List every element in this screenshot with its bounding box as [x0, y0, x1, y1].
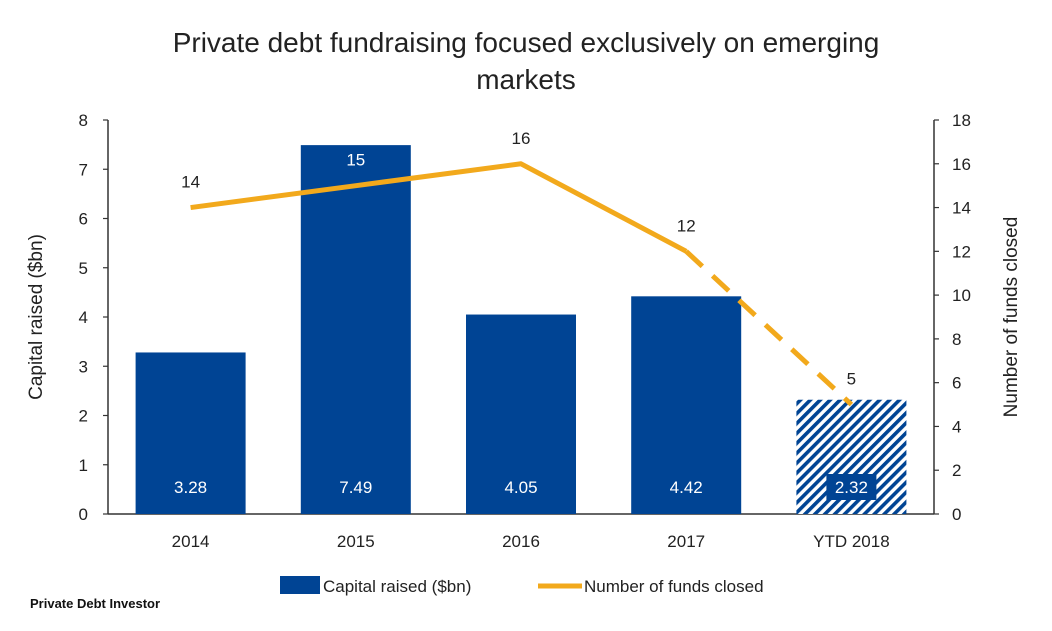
line-data-label: 12: [677, 216, 696, 235]
line-series: [190, 161, 854, 407]
y2-axis-title: Number of funds closed: [1001, 217, 1022, 418]
chart-title: Private debt fundraising focused exclusi…: [173, 27, 880, 95]
line-data-label: 14: [181, 173, 200, 192]
x-tick-label: 2014: [172, 532, 210, 551]
bar-label-background: [826, 474, 877, 500]
y2-tick-label: 0: [952, 505, 961, 524]
x-tick-label: 2015: [337, 532, 375, 551]
y2-tick-label: 4: [952, 417, 961, 436]
x-tick-label: YTD 2018: [813, 532, 890, 551]
bar-data-label: 2.32: [835, 478, 868, 497]
y2-tick-label: 6: [952, 374, 961, 393]
y2-tick-label: 8: [952, 330, 961, 349]
legend-label-line: Number of funds closed: [584, 577, 764, 596]
line-series-solid: [190, 161, 688, 254]
y-tick-label: 2: [79, 407, 88, 426]
legend: Capital raised ($bn) Number of funds clos…: [280, 576, 764, 596]
legend-label-bar: Capital raised ($bn): [323, 577, 471, 596]
y2-tick-label: 10: [952, 286, 971, 305]
chart-title-line: markets: [476, 64, 576, 95]
y2-tick-label: 14: [952, 199, 971, 218]
line-data-label: 5: [847, 370, 856, 389]
y-tick-label: 3: [79, 357, 88, 376]
y-tick-label: 6: [79, 210, 88, 229]
y2-tick-label: 18: [952, 111, 971, 130]
y-axis-title: Capital raised ($bn): [26, 234, 47, 400]
y-tick-label: 1: [79, 456, 88, 475]
y-tick-label: 7: [79, 160, 88, 179]
bar-data-label: 4.42: [670, 478, 703, 497]
chart-title-line: Private debt fundraising focused exclusi…: [173, 27, 880, 58]
y-tick-label: 0: [79, 505, 88, 524]
line-data-label: 15: [346, 151, 365, 170]
bar: [466, 314, 576, 514]
bar-series: [135, 145, 907, 514]
legend-swatch-bar: [280, 576, 320, 594]
y2-tick-label: 2: [952, 461, 961, 480]
x-tick-label: 2016: [502, 532, 540, 551]
bar: [631, 296, 742, 514]
y2-tick-label: 16: [952, 155, 971, 174]
x-tick-label: 2017: [667, 532, 705, 551]
bar-data-label: 7.49: [339, 478, 372, 497]
bar-data-label: 4.05: [504, 478, 537, 497]
bar-data-label: 3.28: [174, 478, 207, 497]
data-labels: 3.28 7.49 4.05 4.42 2.32 14 15 16 12 5: [174, 129, 877, 500]
bar: [300, 145, 411, 514]
line-series-dashed: [684, 249, 854, 407]
line-data-label: 16: [512, 129, 531, 148]
y-tick-label: 8: [79, 111, 88, 130]
source-label: Private Debt Investor: [30, 596, 161, 611]
y-tick-label: 4: [79, 308, 88, 327]
bar: [135, 352, 246, 514]
y-tick-label: 5: [79, 259, 88, 278]
y2-tick-label: 12: [952, 242, 971, 261]
